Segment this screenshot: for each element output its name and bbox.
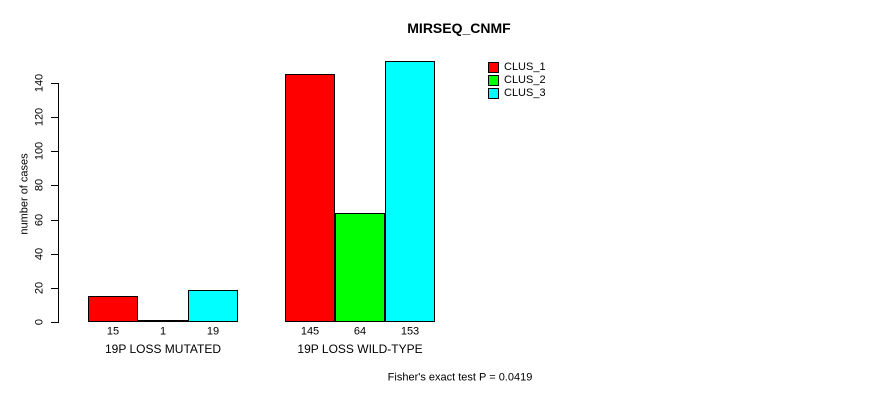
bar bbox=[335, 213, 385, 322]
bar-value-label: 153 bbox=[400, 325, 420, 338]
bar-value-label: 1 bbox=[159, 325, 167, 338]
chart-title: MIRSEQ_CNMF bbox=[407, 20, 511, 36]
legend-label: CLUS_2 bbox=[504, 74, 546, 86]
bar bbox=[188, 290, 238, 322]
bar-value-label: 64 bbox=[353, 325, 367, 338]
y-tick-label: 120 bbox=[33, 107, 46, 127]
y-tick-label: 80 bbox=[33, 178, 46, 192]
bar-value-label: 19 bbox=[206, 325, 220, 338]
y-axis-line bbox=[58, 83, 59, 323]
legend-swatch bbox=[488, 88, 499, 99]
legend-item: CLUS_3 bbox=[488, 87, 546, 100]
y-axis-tick bbox=[51, 83, 58, 84]
bar-value-label: 145 bbox=[300, 325, 320, 338]
bar bbox=[88, 296, 138, 322]
bar bbox=[285, 74, 335, 322]
legend-label: CLUS_1 bbox=[504, 61, 546, 73]
legend-item: CLUS_2 bbox=[488, 74, 546, 87]
y-axis-tick bbox=[51, 254, 58, 255]
legend-item: CLUS_1 bbox=[488, 61, 546, 74]
y-axis-tick bbox=[51, 288, 58, 289]
bar bbox=[138, 320, 188, 322]
y-tick-label: 0 bbox=[33, 318, 46, 326]
y-tick-label: 140 bbox=[33, 73, 46, 93]
y-tick-label: 100 bbox=[33, 141, 46, 161]
y-axis-tick bbox=[51, 117, 58, 118]
y-axis-tick bbox=[51, 185, 58, 186]
y-axis-tick bbox=[51, 220, 58, 221]
footer-annotation: Fisher's exact test P = 0.0419 bbox=[387, 371, 533, 384]
category-label: 19P LOSS MUTATED bbox=[104, 342, 222, 356]
category-label: 19P LOSS WILD-TYPE bbox=[297, 342, 423, 356]
bar-value-label: 15 bbox=[106, 325, 120, 338]
y-tick-label: 20 bbox=[33, 281, 46, 295]
bar bbox=[385, 61, 435, 322]
legend-label: CLUS_3 bbox=[504, 87, 546, 99]
legend-swatch bbox=[488, 75, 499, 86]
legend-swatch bbox=[488, 62, 499, 73]
y-axis-title: number of cases bbox=[18, 153, 31, 235]
y-tick-label: 40 bbox=[33, 247, 46, 261]
y-axis-tick bbox=[51, 151, 58, 152]
y-tick-label: 60 bbox=[33, 213, 46, 227]
y-axis-tick bbox=[51, 322, 58, 323]
